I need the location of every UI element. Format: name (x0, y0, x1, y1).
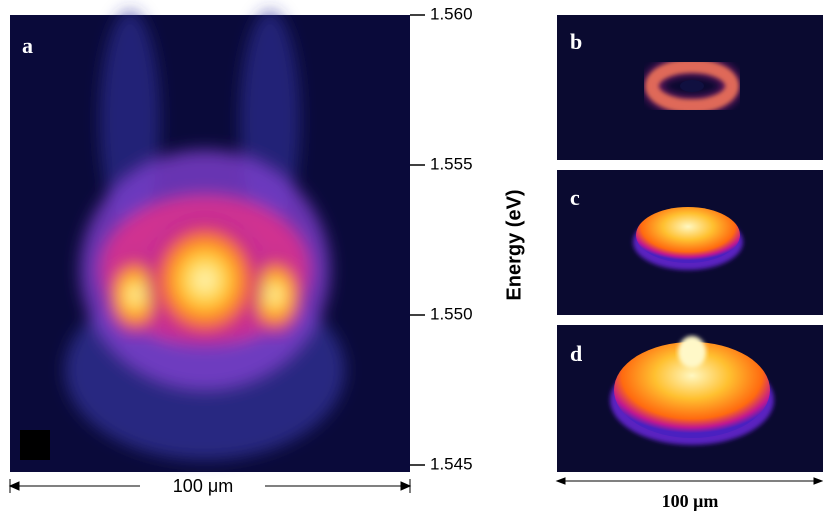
panel-c: c (557, 170, 823, 315)
tick-label: 1.550 (430, 304, 473, 323)
tick-label: 1.555 (430, 154, 473, 173)
tick-label: 1.545 (430, 454, 473, 473)
panel-label: a (22, 33, 33, 58)
tick-label: 1.560 (430, 4, 473, 23)
scale-bar-label: 100 μm (662, 491, 719, 511)
panel-b: b (557, 15, 823, 160)
scale-bar-label: 100 μm (173, 476, 233, 496)
scale-bar (555, 477, 823, 485)
marker (20, 430, 50, 460)
energy-axis: 1.560 1.555 1.550 1.545 (410, 4, 473, 473)
panel-label: b (570, 29, 582, 54)
emission (65, 10, 345, 460)
panel-label: c (570, 185, 580, 210)
scale-bar (8, 479, 412, 493)
panel-label: d (570, 341, 582, 366)
axis-title: Energy (eV) (503, 189, 525, 300)
panel-d: d (557, 325, 823, 472)
panel-a: a (10, 10, 410, 472)
